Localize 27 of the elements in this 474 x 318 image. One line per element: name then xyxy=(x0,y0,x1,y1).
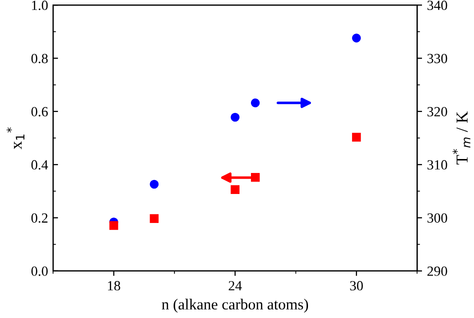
y-tick-label: 0.8 xyxy=(31,54,48,64)
y-tick-label: 0.0 xyxy=(31,266,48,276)
y-axis-title: x$_{1}$$^{*}$ xyxy=(6,127,24,150)
y2-axis-title: T$^{*}$$_{m}$ / K xyxy=(452,111,470,165)
x-tick-label: 30 xyxy=(350,281,363,290)
point xyxy=(150,214,159,223)
y2-tick-label: 320 xyxy=(428,107,448,116)
y2-tick-label: 290 xyxy=(427,266,448,276)
x-tick-label: 18 xyxy=(108,281,120,290)
y2-tick-label: 310 xyxy=(428,160,448,170)
y2-tick-label: 340 xyxy=(428,0,448,10)
point xyxy=(230,185,240,194)
point xyxy=(352,34,361,42)
point xyxy=(250,98,260,108)
point xyxy=(250,172,260,182)
point xyxy=(352,132,361,142)
point xyxy=(109,221,118,230)
y-tick-label: 0.2 xyxy=(31,213,48,223)
y-tick-label: 1.0 xyxy=(32,0,48,10)
point xyxy=(150,180,159,189)
point xyxy=(230,112,240,122)
y-tick-label: 0.6 xyxy=(31,107,48,116)
y2-tick-label: 330 xyxy=(428,54,448,64)
y2-tick-label: 300 xyxy=(428,213,448,223)
y-tick-label: 0.4 xyxy=(31,160,48,170)
x-tick-label: 24 xyxy=(228,281,242,290)
x-axis-title: n (alkane carbon atoms) xyxy=(162,298,308,313)
